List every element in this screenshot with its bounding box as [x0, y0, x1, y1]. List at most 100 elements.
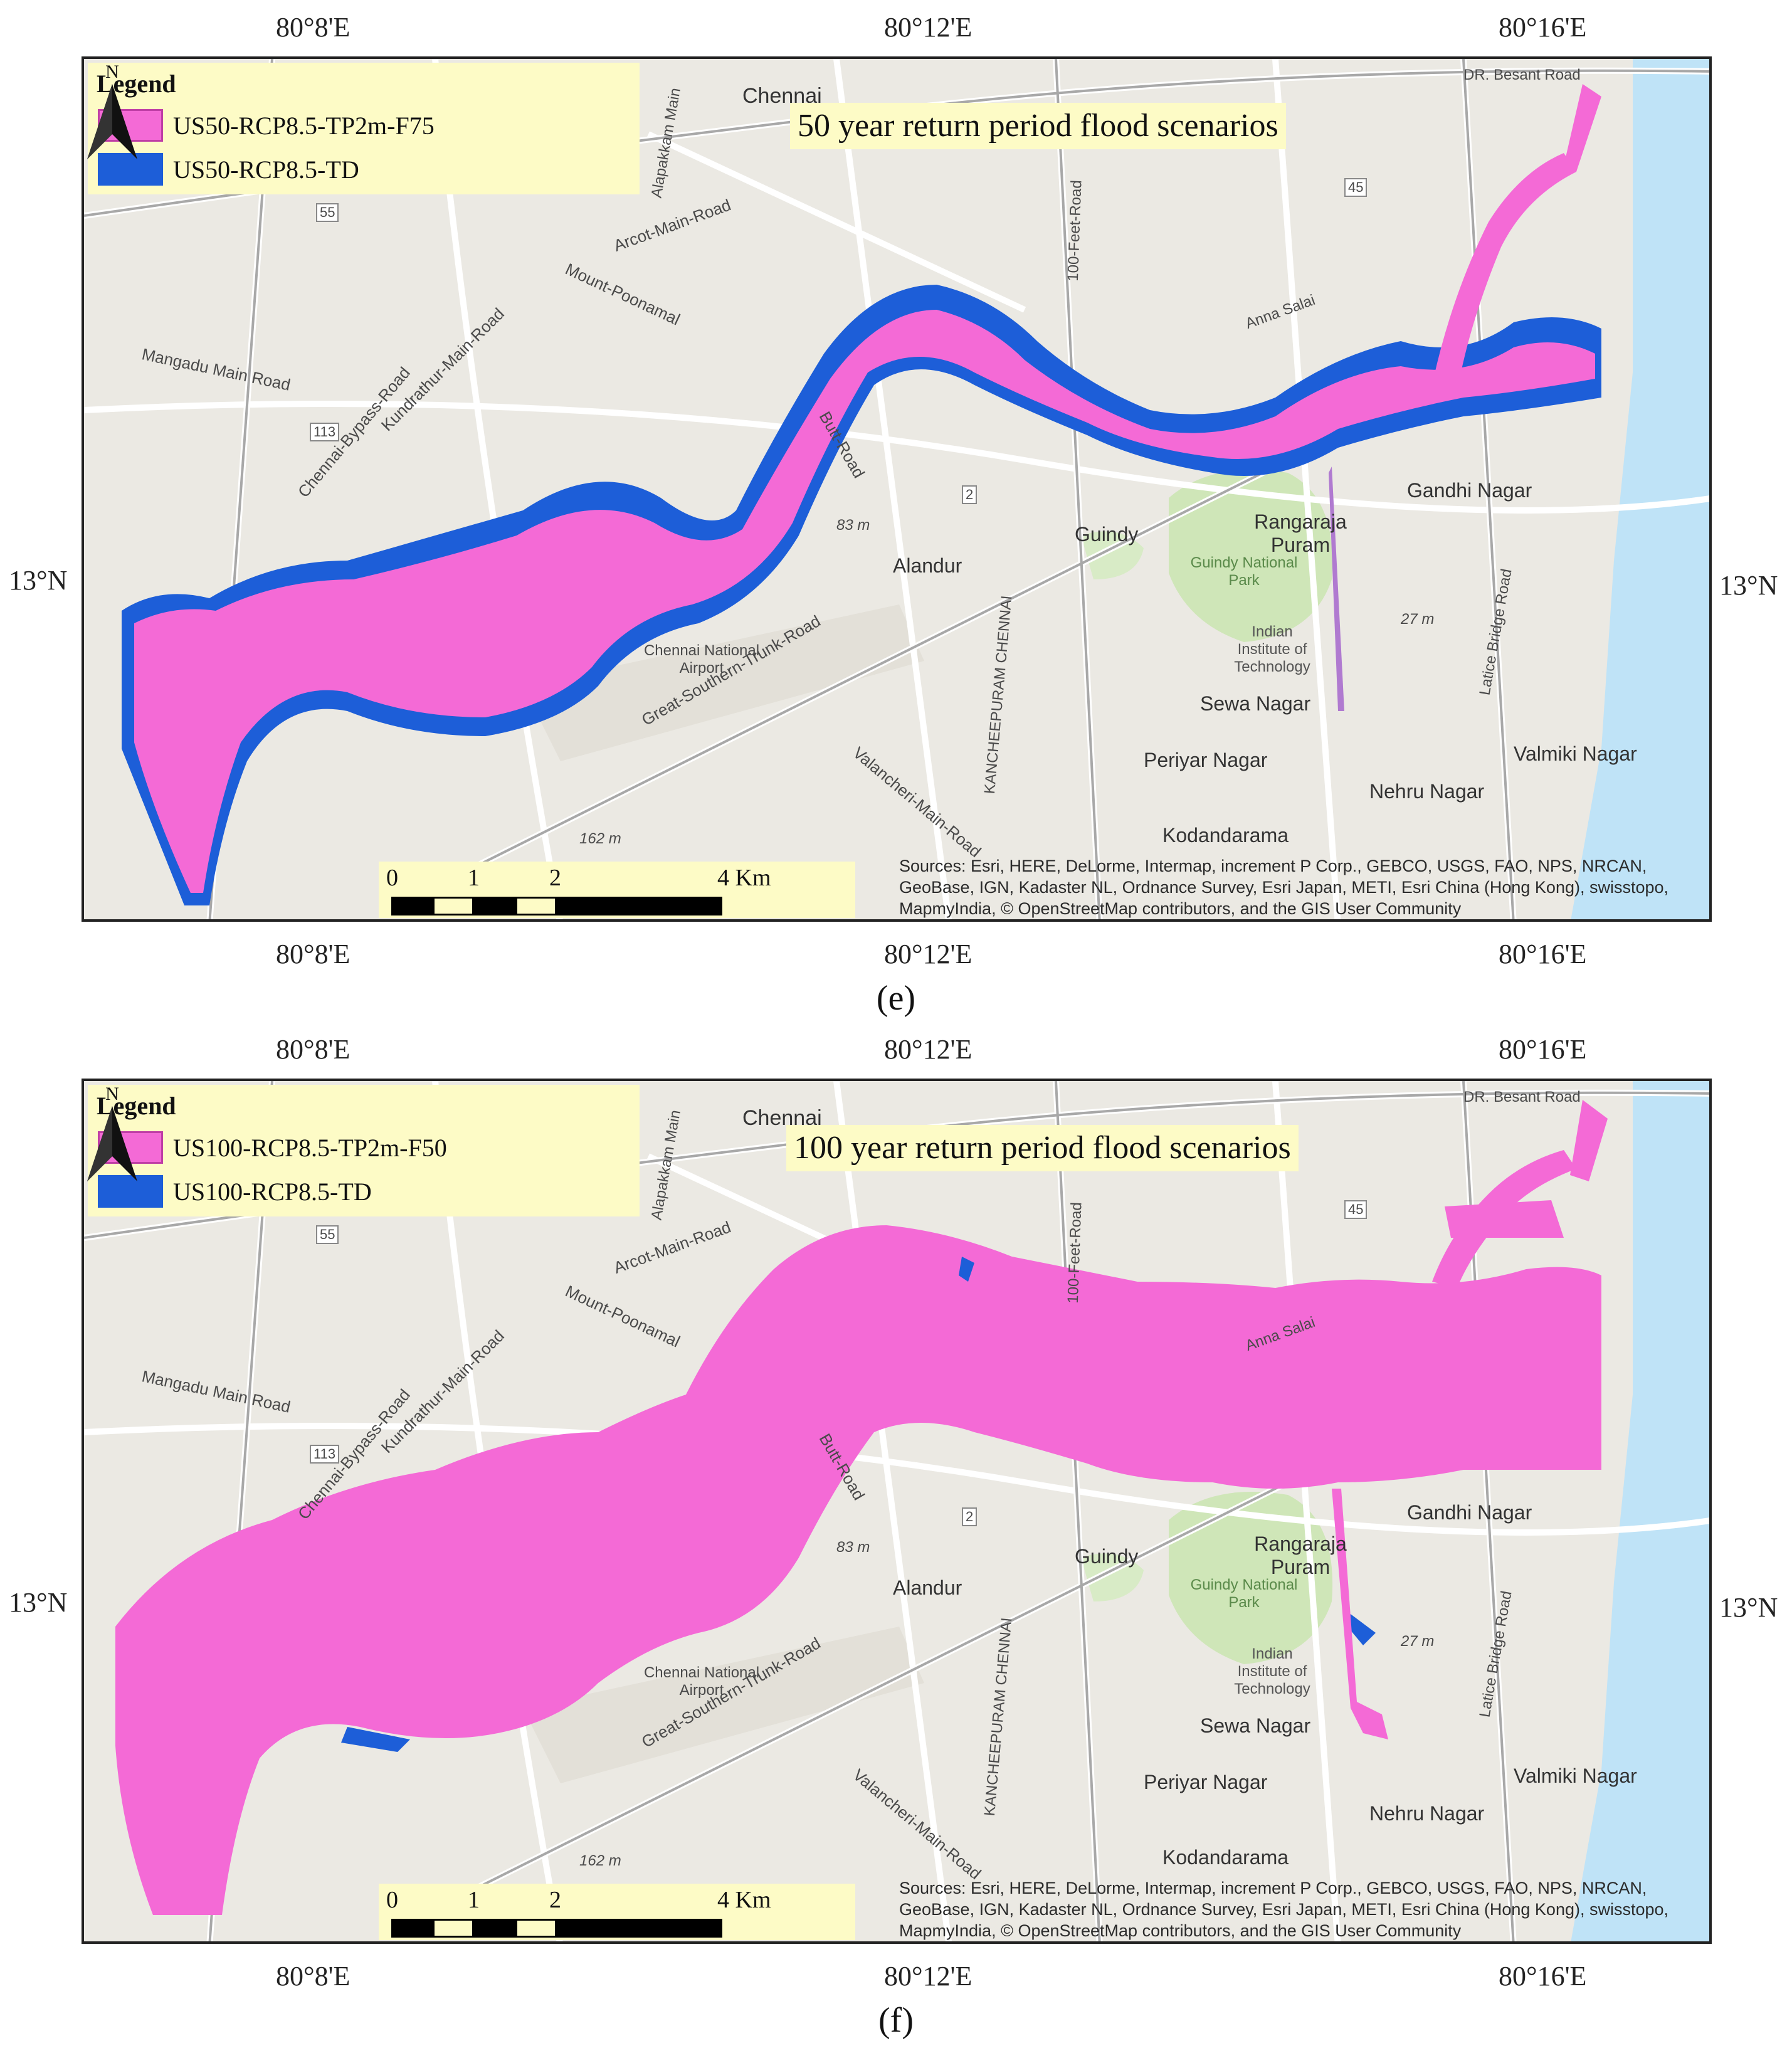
- scenario-title: 50 year return period flood scenarios: [790, 103, 1286, 149]
- legend-swatch-blue: [98, 1175, 163, 1208]
- scale-seg-4: [515, 897, 557, 915]
- north-arrow-icon: N: [87, 61, 137, 159]
- left-tick: 13°N: [9, 565, 68, 596]
- label-feet: 100-Feet-Road: [1064, 1201, 1085, 1304]
- label-nehru: Nehru Nagar: [1369, 780, 1485, 803]
- label-valmiki: Valmiki Nagar: [1514, 1765, 1637, 1787]
- bottom-tick-3: 80°16'E: [1499, 939, 1587, 969]
- scale-seg-5: [557, 1919, 722, 1938]
- scale-label-0: 0: [386, 1887, 398, 1913]
- top-tick-2: 80°12'E: [884, 1034, 972, 1065]
- top-tick-3: 80°16'E: [1499, 12, 1587, 43]
- route-2: 2: [962, 1507, 978, 1526]
- map-frame: Chennai Arcot-Main-Road Mount-Poonamal M…: [82, 1079, 1712, 1944]
- label-nehru: Nehru Nagar: [1369, 1802, 1485, 1825]
- basemap-e: [84, 59, 1709, 919]
- legend: Legend US50-RCP8.5-TP2m-F75 US50-RCP8.5-…: [88, 63, 640, 194]
- scale-label-1: 1: [468, 865, 480, 891]
- route-45: 45: [1344, 178, 1368, 197]
- legend-row-blue: US50-RCP8.5-TD: [98, 152, 359, 187]
- legend-row-pink: US50-RCP8.5-TP2m-F75: [98, 108, 435, 143]
- top-tick-3: 80°16'E: [1499, 1034, 1587, 1065]
- label-alandur: Alandur: [893, 1576, 962, 1599]
- label-sewa: Sewa Nagar: [1200, 1714, 1311, 1737]
- label-iit: Indian Institute of Technology: [1234, 623, 1310, 675]
- label-elev1: 83 m: [836, 517, 870, 534]
- bottom-tick-3: 80°16'E: [1499, 1961, 1587, 1992]
- legend-row-pink: US100-RCP8.5-TP2m-F50: [98, 1130, 447, 1165]
- scale-seg-3: [474, 897, 515, 915]
- label-kodandarama: Kodandarama: [1162, 824, 1289, 847]
- north-arrow-icon: N: [87, 1084, 137, 1181]
- scale-segments: [391, 1919, 722, 1938]
- panel-label-f: (f): [878, 2001, 914, 2040]
- label-iit: Indian Institute of Technology: [1234, 1645, 1310, 1697]
- scale-seg-1: [391, 897, 433, 915]
- label-alandur: Alandur: [893, 554, 962, 577]
- label-valmiki: Valmiki Nagar: [1514, 742, 1637, 765]
- scale-label-4: 4 Km: [717, 865, 771, 891]
- route-2: 2: [962, 485, 978, 504]
- label-elev1: 83 m: [836, 1539, 870, 1556]
- label-periyar: Periyar Nagar: [1144, 1771, 1268, 1793]
- label-rangaraja: Rangaraja Puram: [1254, 510, 1347, 556]
- legend-row-blue: US100-RCP8.5-TD: [98, 1174, 372, 1209]
- scale-label-4: 4 Km: [717, 1887, 771, 1913]
- label-elev2: 162 m: [579, 1852, 621, 1869]
- legend-swatch-blue: [98, 153, 163, 186]
- scale-seg-5: [557, 897, 722, 915]
- scale-bar: 0 1 2 4 Km: [379, 862, 855, 918]
- label-airport: Chennai National Airport: [643, 1664, 760, 1699]
- scale-seg-2: [433, 897, 474, 915]
- scale-seg-4: [515, 1919, 557, 1938]
- scale-label-0: 0: [386, 865, 398, 891]
- panel-label-e: (e): [876, 979, 916, 1018]
- label-elev2: 162 m: [579, 830, 621, 847]
- label-guindy: Guindy: [1075, 523, 1139, 546]
- route-113: 113: [310, 1445, 340, 1464]
- legend-label-blue: US50-RCP8.5-TD: [173, 155, 359, 184]
- label-park: Guindy National Park: [1190, 554, 1298, 589]
- label-elev3: 27 m: [1401, 611, 1435, 628]
- label-kodandarama: Kodandarama: [1162, 1846, 1289, 1869]
- sources-attribution: Sources: Esri, HERE, DeLorme, Intermap, …: [899, 1879, 1669, 1940]
- right-tick: 13°N: [1719, 570, 1778, 601]
- label-rangaraja: Rangaraja Puram: [1254, 1533, 1347, 1578]
- scale-seg-3: [474, 1919, 515, 1938]
- sources-attribution: Sources: Esri, HERE, DeLorme, Intermap, …: [899, 857, 1669, 918]
- route-55: 55: [316, 1225, 339, 1244]
- label-feet: 100-Feet-Road: [1064, 179, 1085, 282]
- label-airport: Chennai National Airport: [643, 642, 760, 677]
- legend-label-pink: US50-RCP8.5-TP2m-F75: [173, 111, 435, 140]
- scale-label-2: 2: [549, 1887, 561, 1913]
- label-sewa: Sewa Nagar: [1200, 692, 1311, 715]
- route-45: 45: [1344, 1200, 1368, 1219]
- basemap-f: [84, 1081, 1709, 1941]
- scale-bar: 0 1 2 4 Km: [379, 1884, 855, 1940]
- label-gandhi: Gandhi Nagar: [1407, 479, 1532, 502]
- label-elev3: 27 m: [1401, 1633, 1435, 1650]
- scale-seg-2: [433, 1919, 474, 1938]
- top-tick-1: 80°8'E: [276, 1034, 350, 1065]
- north-arrow-label: N: [105, 61, 119, 82]
- label-park: Guindy National Park: [1190, 1576, 1298, 1611]
- label-gandhi: Gandhi Nagar: [1407, 1501, 1532, 1524]
- top-tick-2: 80°12'E: [884, 12, 972, 43]
- left-tick: 13°N: [9, 1587, 68, 1618]
- right-tick: 13°N: [1719, 1592, 1778, 1623]
- scale-seg-1: [391, 1919, 433, 1938]
- scenario-title: 100 year return period flood scenarios: [786, 1125, 1299, 1171]
- map-frame: Chennai Arcot-Main-Road Mount-Poonamal M…: [82, 56, 1712, 922]
- bottom-tick-1: 80°8'E: [276, 1961, 350, 1992]
- north-arrow-label: N: [105, 1084, 119, 1104]
- bottom-tick-1: 80°8'E: [276, 939, 350, 969]
- label-besant: DR. Besant Road: [1463, 1089, 1581, 1105]
- top-tick-1: 80°8'E: [276, 12, 350, 43]
- legend-label-pink: US100-RCP8.5-TP2m-F50: [173, 1133, 447, 1162]
- scale-label-2: 2: [549, 865, 561, 891]
- scale-segments: [391, 897, 722, 915]
- scale-label-1: 1: [468, 1887, 480, 1913]
- route-113: 113: [310, 423, 340, 441]
- legend-label-blue: US100-RCP8.5-TD: [173, 1177, 372, 1206]
- bottom-tick-2: 80°12'E: [884, 1961, 972, 1992]
